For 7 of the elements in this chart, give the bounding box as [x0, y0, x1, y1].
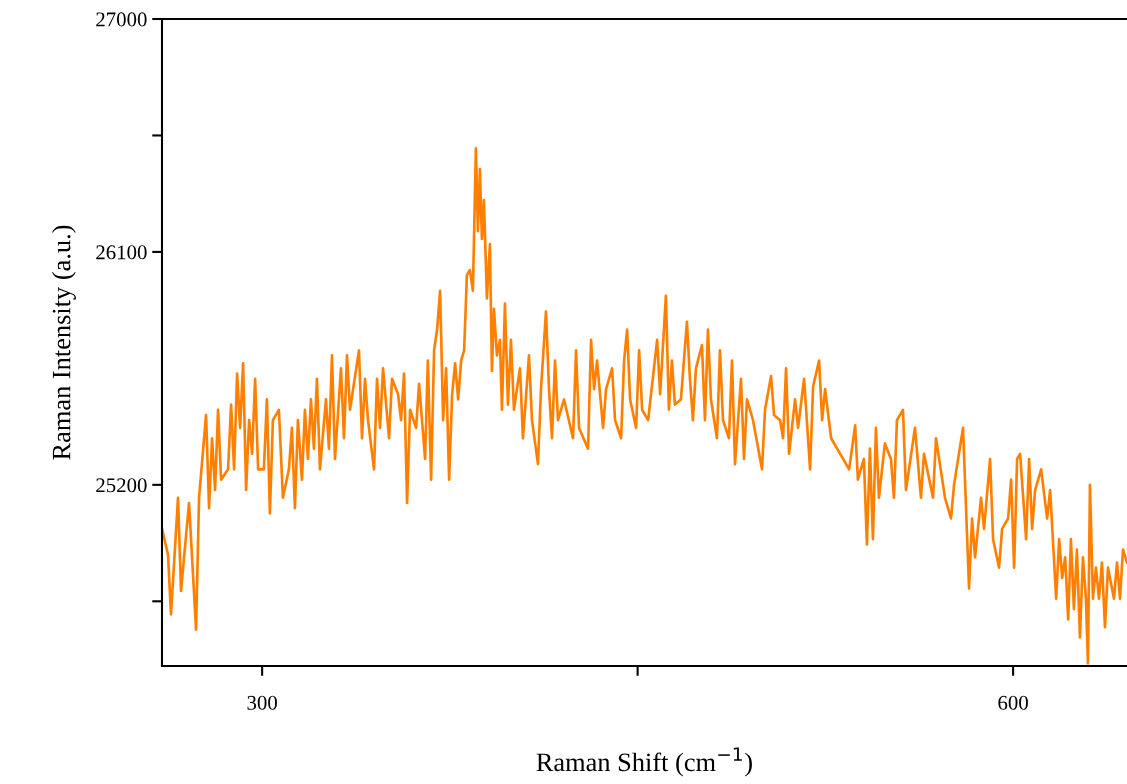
- x-tick-label: 300: [247, 695, 277, 710]
- y-tick-label: 26100: [96, 245, 147, 260]
- x-axis-title: Raman Shift (cm$^{−1}$): [536, 747, 752, 777]
- x-tick-label: 600: [998, 695, 1028, 710]
- y-tick-label: 27000: [96, 12, 147, 27]
- y-tick-label: 25200: [96, 478, 147, 493]
- y-axis-title: Raman Intensity (a.u.): [51, 225, 76, 460]
